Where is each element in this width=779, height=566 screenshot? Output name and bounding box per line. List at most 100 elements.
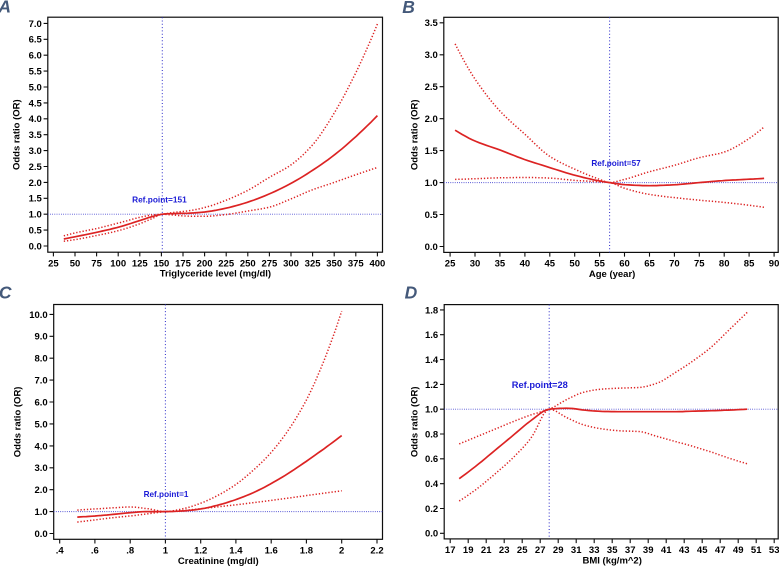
svg-text:Ref.point=28: Ref.point=28 — [512, 380, 568, 390]
svg-text:2.5: 2.5 — [425, 82, 439, 93]
svg-text:300: 300 — [283, 258, 299, 269]
svg-text:6.5: 6.5 — [29, 35, 43, 46]
svg-text:.4: .4 — [56, 546, 65, 557]
svg-text:4.0: 4.0 — [29, 114, 42, 125]
svg-text:1.8: 1.8 — [300, 546, 313, 557]
svg-text:1.6: 1.6 — [425, 330, 438, 341]
svg-text:1.5: 1.5 — [425, 146, 439, 157]
svg-text:Ref.point=1: Ref.point=1 — [144, 490, 189, 499]
svg-text:55: 55 — [594, 259, 605, 270]
svg-text:150: 150 — [153, 258, 169, 269]
svg-text:3.5: 3.5 — [425, 18, 439, 29]
svg-text:C: C — [0, 282, 12, 302]
svg-text:8.0: 8.0 — [34, 354, 47, 365]
svg-text:43: 43 — [679, 545, 690, 556]
svg-text:53: 53 — [769, 545, 779, 556]
svg-text:4.0: 4.0 — [34, 441, 47, 452]
svg-text:1.0: 1.0 — [29, 210, 42, 221]
svg-text:80: 80 — [719, 259, 730, 270]
svg-text:3.0: 3.0 — [34, 463, 47, 474]
svg-text:31: 31 — [571, 545, 582, 556]
svg-text:50: 50 — [569, 259, 580, 270]
svg-text:21: 21 — [481, 545, 492, 556]
svg-text:200: 200 — [197, 258, 213, 269]
svg-text:Triglyceride level (mg/dl): Triglyceride level (mg/dl) — [160, 269, 271, 280]
svg-text:125: 125 — [132, 258, 149, 269]
svg-text:30: 30 — [470, 259, 481, 270]
svg-text:40: 40 — [520, 259, 531, 270]
svg-text:5.0: 5.0 — [34, 419, 47, 430]
svg-text:85: 85 — [744, 259, 755, 270]
svg-text:225: 225 — [218, 258, 235, 269]
svg-text:B: B — [402, 0, 415, 17]
svg-text:1.2: 1.2 — [194, 546, 207, 557]
svg-text:35: 35 — [495, 259, 506, 270]
svg-text:1.4: 1.4 — [229, 546, 243, 557]
svg-text:17: 17 — [445, 545, 456, 556]
svg-text:50: 50 — [70, 258, 81, 269]
svg-text:45: 45 — [545, 259, 556, 270]
svg-text:70: 70 — [669, 259, 680, 270]
svg-text:5.5: 5.5 — [29, 67, 43, 78]
svg-text:75: 75 — [694, 259, 705, 270]
svg-text:19: 19 — [463, 545, 474, 556]
svg-text:1.0: 1.0 — [34, 507, 47, 518]
svg-text:2.5: 2.5 — [29, 162, 43, 173]
svg-text:0.4: 0.4 — [425, 479, 439, 490]
svg-text:3.0: 3.0 — [29, 146, 42, 157]
svg-text:Ref.point=57: Ref.point=57 — [591, 159, 641, 168]
svg-text:25: 25 — [48, 258, 59, 269]
svg-text:1: 1 — [163, 546, 169, 557]
svg-text:33: 33 — [589, 545, 600, 556]
svg-text:Ref.point=151: Ref.point=151 — [132, 194, 187, 204]
svg-text:49: 49 — [733, 545, 744, 556]
svg-text:23: 23 — [499, 545, 510, 556]
svg-text:75: 75 — [91, 258, 102, 269]
svg-text:0.5: 0.5 — [29, 226, 43, 237]
svg-text:D: D — [405, 283, 418, 303]
svg-text:90: 90 — [769, 259, 779, 270]
svg-text:29: 29 — [553, 545, 564, 556]
svg-text:BMI (kg/m^2): BMI (kg/m^2) — [583, 555, 642, 566]
svg-text:0.0: 0.0 — [425, 242, 438, 253]
svg-text:4.5: 4.5 — [29, 98, 43, 109]
svg-text:2.2: 2.2 — [370, 546, 383, 557]
svg-text:375: 375 — [348, 258, 365, 269]
svg-text:45: 45 — [697, 545, 708, 556]
svg-text:1.6: 1.6 — [265, 546, 278, 557]
svg-text:41: 41 — [661, 545, 672, 556]
svg-text:Age (year): Age (year) — [589, 269, 635, 280]
svg-text:3.5: 3.5 — [29, 130, 43, 141]
svg-text:325: 325 — [305, 258, 322, 269]
svg-text:1.2: 1.2 — [425, 380, 438, 391]
svg-text:2.0: 2.0 — [34, 485, 47, 496]
svg-text:Odds ratio (OR): Odds ratio (OR) — [11, 99, 22, 170]
svg-text:0.0: 0.0 — [29, 241, 42, 252]
svg-text:400: 400 — [369, 258, 385, 269]
svg-text:0.2: 0.2 — [425, 504, 438, 515]
svg-text:Odds ratio (OR): Odds ratio (OR) — [409, 386, 420, 457]
svg-text:9.0: 9.0 — [34, 332, 47, 343]
svg-text:35: 35 — [607, 545, 618, 556]
svg-text:27: 27 — [535, 545, 546, 556]
svg-text:Creatinine (mg/dl): Creatinine (mg/dl) — [178, 556, 259, 566]
svg-text:60: 60 — [619, 259, 630, 270]
svg-text:0.5: 0.5 — [425, 210, 439, 221]
svg-text:37: 37 — [625, 545, 636, 556]
svg-text:7.0: 7.0 — [34, 376, 47, 387]
svg-text:25: 25 — [517, 545, 528, 556]
svg-text:350: 350 — [326, 258, 342, 269]
svg-text:1.0: 1.0 — [425, 178, 438, 189]
svg-text:6.0: 6.0 — [34, 397, 47, 408]
svg-text:3.0: 3.0 — [425, 50, 438, 61]
svg-text:2: 2 — [339, 546, 344, 557]
svg-text:65: 65 — [644, 259, 655, 270]
svg-text:Odds ratio (OR): Odds ratio (OR) — [409, 99, 420, 170]
svg-text:275: 275 — [261, 258, 278, 269]
svg-text:175: 175 — [175, 258, 192, 269]
svg-text:100: 100 — [110, 258, 126, 269]
svg-text:1.5: 1.5 — [29, 194, 43, 205]
svg-text:2.0: 2.0 — [425, 114, 438, 125]
svg-text:5.0: 5.0 — [29, 82, 42, 93]
svg-text:47: 47 — [715, 545, 726, 556]
